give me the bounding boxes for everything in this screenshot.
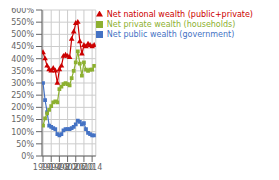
svg-text:300%: 300% [11,79,34,88]
svg-text:250%: 250% [11,91,34,100]
html-text:Net national wealth (public+pr: Net national wealth (public+private) [106,10,253,19]
html-text:Net private wealth (households: Net private wealth (households) [106,20,236,29]
svg-text:50%: 50% [16,140,34,149]
svg-text:100%: 100% [11,128,34,137]
svg-text:400%: 400% [11,55,34,64]
html-text:Net public wealth (government): Net public wealth (government) [106,30,235,39]
svg-text:350%: 350% [11,67,34,76]
svg-text:450%: 450% [11,42,34,51]
svg-text:0%: 0% [21,152,34,161]
svg-text:500%: 500% [11,30,34,39]
svg-text:600%: 600% [11,8,34,15]
svg-text:200%: 200% [11,103,34,112]
svg-text:2014: 2014 [82,163,102,172]
svg-text:150%: 150% [11,115,34,124]
svg-text:550%: 550% [11,18,34,27]
